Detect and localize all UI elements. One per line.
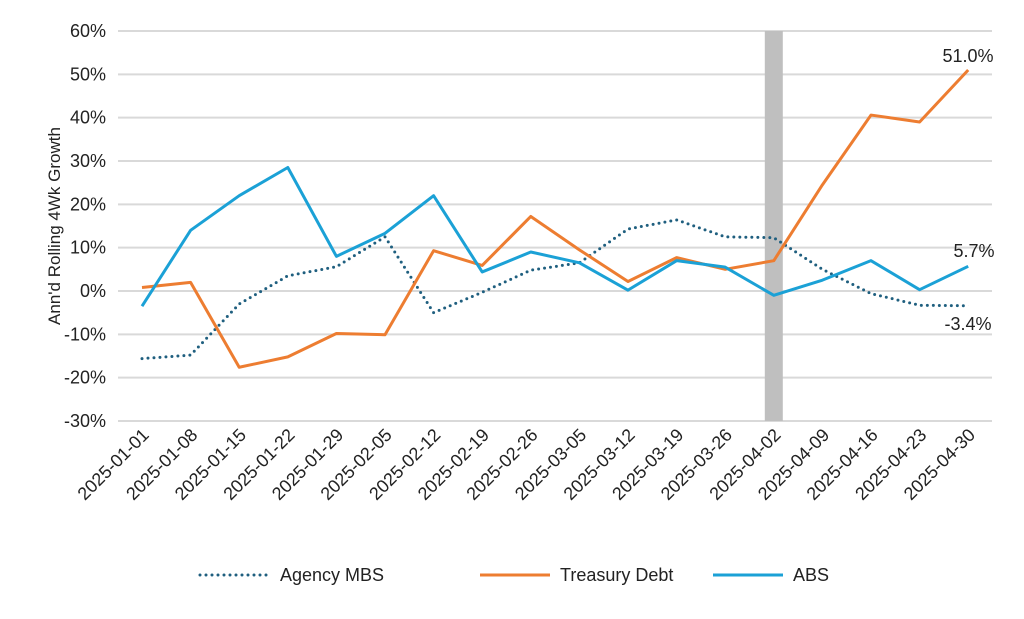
end-label: -3.4%: [944, 314, 991, 334]
highlight-band: [765, 31, 783, 421]
y-tick-label: 40%: [70, 108, 106, 128]
y-axis-tick-labels: 60% 50% 40% 30% 20% 10% 0% -10% -20% -30%: [64, 21, 106, 431]
y-tick-label: 20%: [70, 194, 106, 214]
series-line-abs: [142, 168, 968, 307]
legend-label: Treasury Debt: [560, 565, 673, 585]
y-tick-label: 50%: [70, 64, 106, 84]
legend-label: Agency MBS: [280, 565, 384, 585]
y-tick-label: 10%: [70, 238, 106, 258]
y-axis-title: Ann'd Rolling 4Wk Growth: [45, 127, 64, 325]
end-label: 5.7%: [953, 241, 994, 261]
y-tick-label: 0%: [80, 281, 106, 301]
y-tick-label: 30%: [70, 151, 106, 171]
highlight-bar: [765, 31, 783, 421]
legend: Agency MBS Treasury Debt ABS: [200, 565, 829, 585]
legend-label: ABS: [793, 565, 829, 585]
end-label: 51.0%: [942, 46, 993, 66]
y-tick-label: -10%: [64, 324, 106, 344]
gridlines: [118, 31, 992, 421]
series-lines: [142, 70, 968, 367]
series-line-treasury-debt: [142, 70, 968, 367]
series-line-agency-mbs: [142, 220, 968, 359]
y-tick-label: -30%: [64, 411, 106, 431]
y-tick-label: -20%: [64, 368, 106, 388]
x-axis-tick-labels: 2025-01-012025-01-082025-01-152025-01-22…: [74, 425, 979, 504]
y-tick-label: 60%: [70, 21, 106, 41]
